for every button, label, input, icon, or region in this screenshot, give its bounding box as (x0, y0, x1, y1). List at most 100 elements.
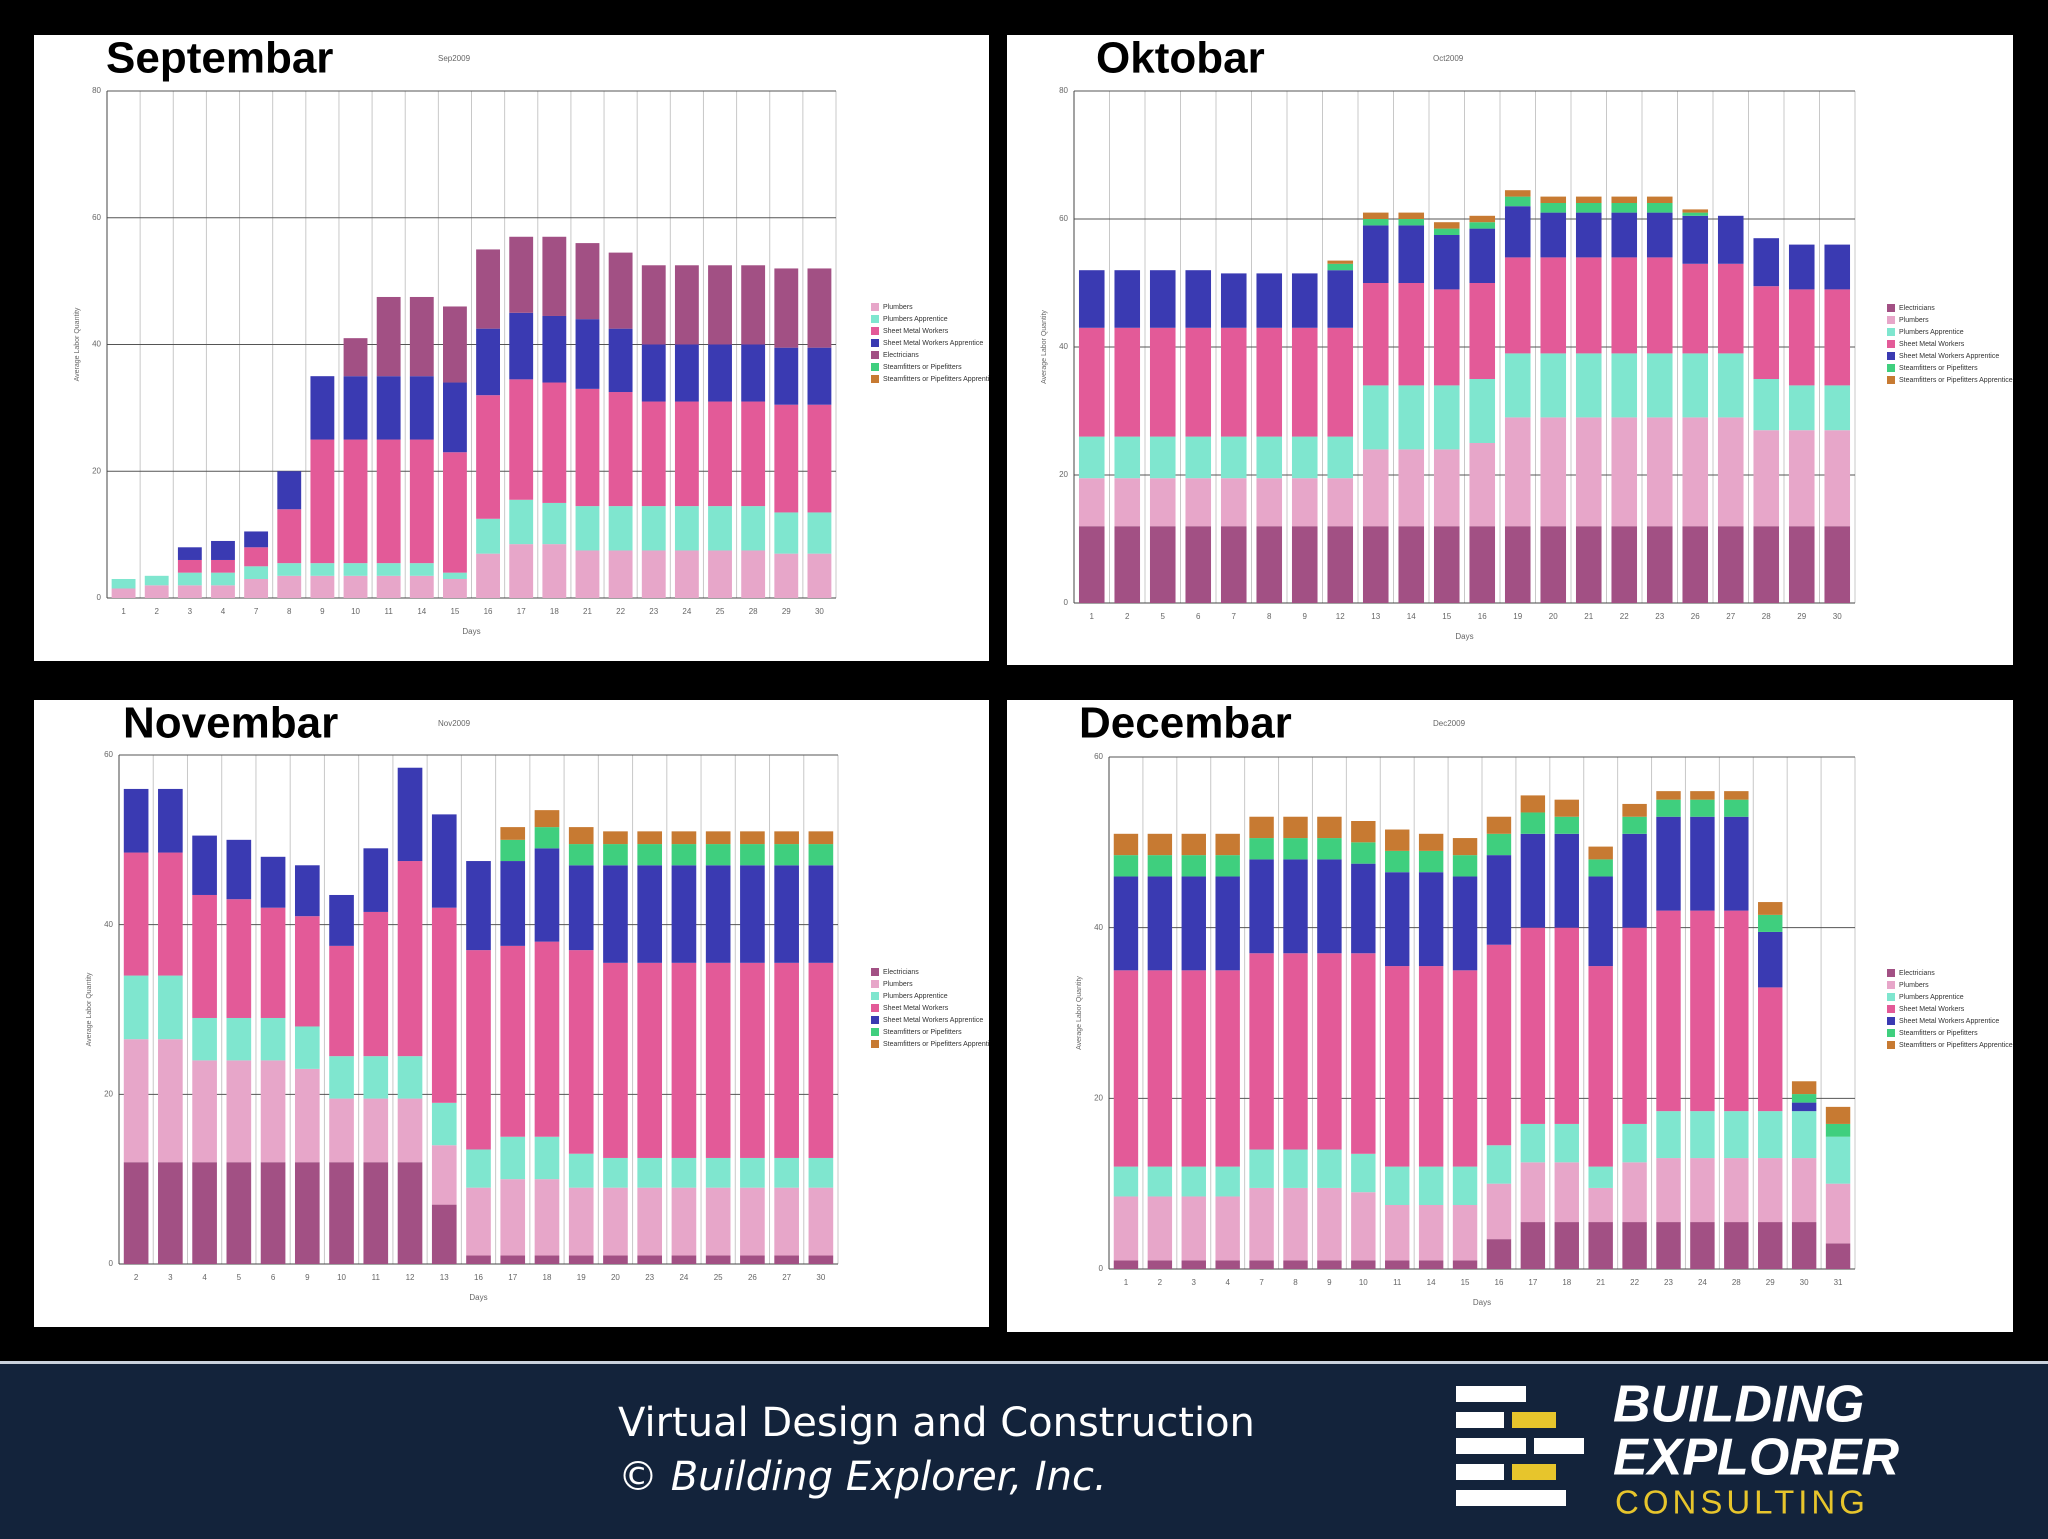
x-tick-label: 4 (221, 607, 226, 616)
bar-segment (1753, 379, 1780, 431)
bar-segment (1256, 526, 1283, 603)
x-tick-label: 28 (1732, 1278, 1741, 1287)
bar-segment (329, 1162, 354, 1264)
bar-segment (466, 1255, 491, 1264)
bar-segment (211, 540, 235, 560)
bar-segment (774, 1255, 799, 1264)
x-tick-label: 9 (320, 607, 325, 616)
bar-segment (1147, 855, 1173, 877)
x-tick-label: 15 (1461, 1278, 1470, 1287)
x-tick-label: 23 (645, 1273, 654, 1282)
bar-segment (1611, 203, 1638, 213)
x-tick-label: 4 (1225, 1278, 1230, 1287)
bar-segment (409, 563, 434, 576)
bar-segment (1398, 283, 1425, 386)
bar-segment (641, 506, 666, 551)
bar-segment (1452, 876, 1478, 971)
x-tick-label: 25 (714, 1273, 723, 1282)
y-tick-label: 40 (104, 920, 113, 929)
bar-segment (705, 1255, 731, 1264)
bar-segment (158, 852, 183, 976)
legend-label: Steamfitters or Pipefitters (1899, 365, 1978, 372)
bar-segment (807, 268, 832, 348)
bar-segment (310, 575, 335, 598)
bar-segment (641, 401, 666, 507)
bar-segment (1385, 1205, 1410, 1261)
bar-segment (310, 563, 335, 576)
bar-segment (244, 547, 269, 567)
bar-segment (363, 1162, 389, 1264)
bar-segment (1788, 385, 1815, 431)
bar-segment (1791, 1102, 1817, 1112)
bar-segment (260, 1060, 286, 1163)
bar-segment (1520, 1222, 1546, 1269)
chart-title: Septembar (106, 35, 333, 83)
bar-segment (1398, 526, 1425, 603)
bar-segment (1520, 927, 1546, 1124)
bar-segment (705, 1157, 731, 1188)
bar-segment (1825, 1106, 1851, 1124)
x-tick-label: 10 (337, 1273, 346, 1282)
bar-segment (1656, 1222, 1681, 1269)
x-tick-label: 30 (1800, 1278, 1809, 1287)
bar-segment (1504, 526, 1531, 603)
bar-segment (111, 588, 136, 598)
logo-stripe (1456, 1438, 1526, 1454)
bar-segment (1611, 417, 1638, 527)
legend-label: Steamfitters or Pipefitters (1899, 1030, 1978, 1037)
y-tick-label: 20 (1094, 1093, 1103, 1102)
bar-segment (226, 1060, 252, 1163)
bar-segment (1504, 190, 1531, 197)
bar-segment (1504, 257, 1531, 354)
bar-segment (1215, 970, 1240, 1167)
x-tick-label: 17 (517, 607, 526, 616)
bar-segment (1317, 1260, 1342, 1269)
legend-label: Sheet Metal Workers Apprentice (883, 340, 983, 347)
bar-segment (542, 502, 567, 545)
bar-segment (1452, 1166, 1478, 1205)
x-tick-label: 2 (154, 607, 159, 616)
bar-segment (637, 1157, 663, 1188)
x-tick-label: 8 (287, 607, 292, 616)
bar-segment (409, 439, 434, 564)
bar-segment (1147, 1260, 1173, 1269)
bar-segment (1181, 1196, 1206, 1261)
bar-segment (1575, 526, 1602, 603)
bar-segment (294, 1068, 320, 1163)
legend-swatch (871, 351, 879, 359)
bar-segment (1327, 260, 1354, 264)
bar-segment (244, 531, 269, 548)
bar-segment (1588, 966, 1613, 1167)
bar-segment (1327, 436, 1354, 479)
x-axis-label: Days (1455, 632, 1473, 641)
bar-segment (1398, 385, 1425, 450)
bar-segment (708, 550, 732, 598)
bar-segment (1215, 1166, 1240, 1197)
bar-segment (671, 1255, 697, 1264)
x-axis-label: Days (1473, 1298, 1491, 1307)
bar-segment (774, 268, 799, 348)
bar-segment (1185, 478, 1212, 527)
bar-segment (1520, 812, 1546, 834)
y-axis-label: Average Labor Quantity (1041, 310, 1048, 384)
chart: Oktobar Oct2009 0 20 40 60 80 Electricians Plumb… (1041, 35, 2013, 641)
bar-segment (1758, 931, 1783, 988)
legend-label: Sheet Metal Workers (1899, 341, 1965, 348)
bar-segment (1291, 327, 1318, 437)
bar-segment (509, 236, 534, 313)
x-tick-label: 6 (1196, 612, 1201, 621)
logo-stripe (1456, 1464, 1504, 1480)
legend-swatch (1887, 304, 1895, 312)
legend-label: Sheet Metal Workers (883, 1005, 949, 1012)
bar-segment (708, 506, 732, 551)
bar-segment (1656, 791, 1681, 800)
bar-segment (1181, 1166, 1206, 1197)
bar-segment (1147, 833, 1173, 856)
bar-segment (542, 382, 567, 503)
legend-swatch (871, 968, 879, 976)
legend-swatch (871, 303, 879, 311)
bar-segment (1351, 1153, 1376, 1193)
bar-segment (1504, 196, 1531, 207)
bar-segment (260, 1162, 286, 1264)
bar-segment (674, 506, 699, 551)
